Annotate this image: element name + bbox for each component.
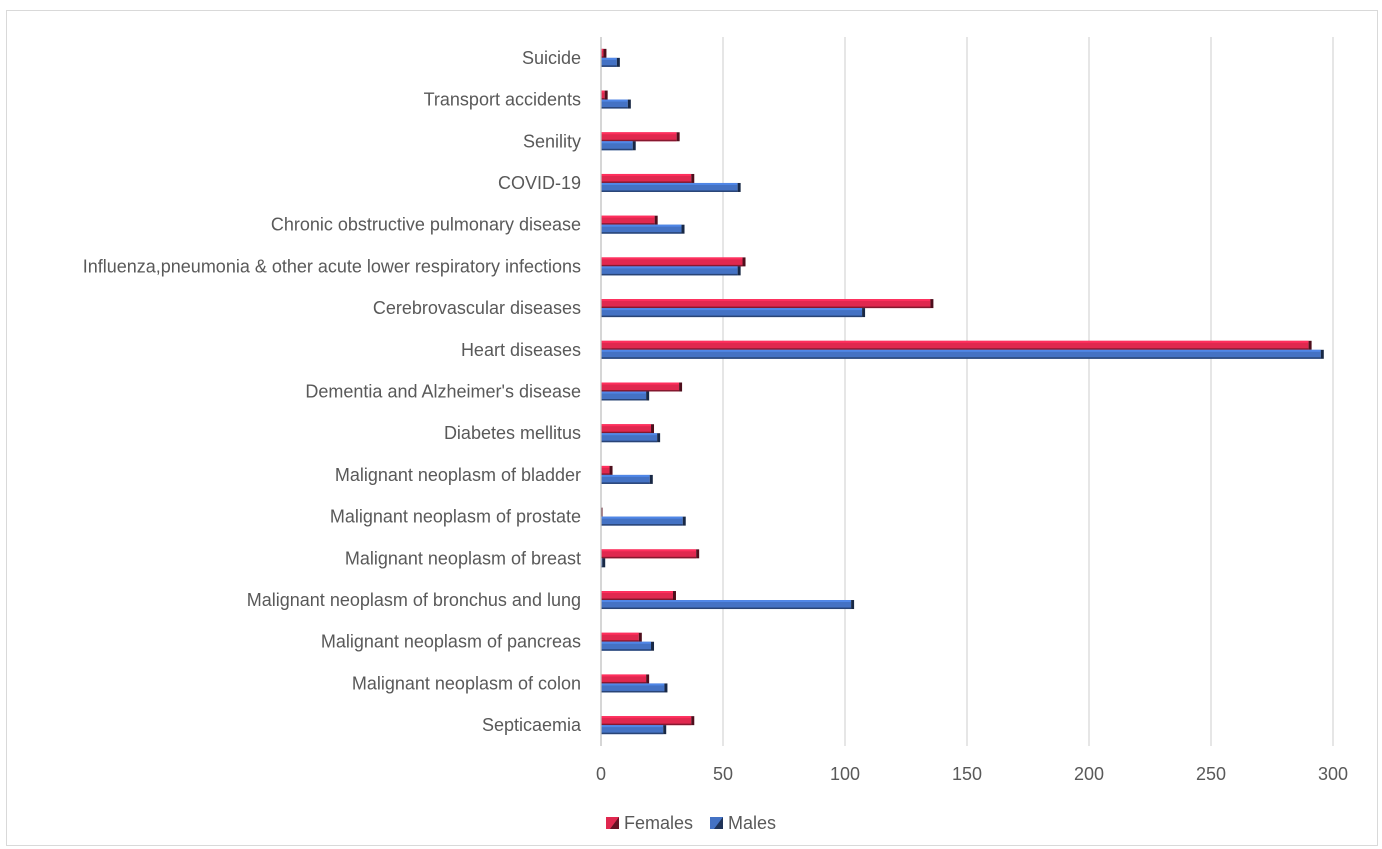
bar-males bbox=[601, 600, 855, 610]
bar-females bbox=[601, 465, 613, 475]
x-tick-label: 150 bbox=[952, 764, 982, 784]
bar-females bbox=[601, 215, 658, 225]
bar-females bbox=[601, 299, 934, 309]
bar-females bbox=[601, 382, 683, 392]
legend-item-females[interactable]: Females bbox=[606, 813, 693, 833]
bar-males bbox=[601, 433, 661, 443]
bar-males bbox=[601, 308, 866, 318]
bar-females bbox=[601, 507, 603, 517]
category-label: Dementia and Alzheimer's disease bbox=[305, 382, 581, 402]
bar-females bbox=[601, 48, 607, 58]
bar-males bbox=[601, 516, 686, 526]
x-tick-label: 50 bbox=[713, 764, 733, 784]
bar-males bbox=[601, 683, 668, 693]
category-label: Influenza,pneumonia & other acute lower … bbox=[83, 256, 581, 276]
category-label: Suicide bbox=[522, 48, 581, 68]
legend-label: Males bbox=[728, 813, 776, 833]
category-label: Malignant neoplasm of bronchus and lung bbox=[247, 590, 581, 610]
category-labels: Suicide Transport accidents Senility COVID-… bbox=[83, 48, 582, 735]
x-tick-label: 100 bbox=[830, 764, 860, 784]
bar-females bbox=[601, 132, 680, 142]
category-label: Heart diseases bbox=[461, 340, 581, 360]
bar-males bbox=[601, 391, 650, 401]
bars bbox=[601, 48, 1324, 735]
category-label: Septicaemia bbox=[482, 715, 582, 735]
category-label: Diabetes mellitus bbox=[444, 423, 581, 443]
bar-females bbox=[601, 674, 650, 684]
legend-label: Females bbox=[624, 813, 693, 833]
bar-females bbox=[601, 716, 695, 726]
bar-females bbox=[601, 257, 746, 267]
bar-males bbox=[601, 266, 741, 276]
category-label: Malignant neoplasm of prostate bbox=[330, 507, 581, 527]
x-tick-label: 250 bbox=[1196, 764, 1226, 784]
x-tick-label: 300 bbox=[1318, 764, 1348, 784]
category-label: Malignant neoplasm of colon bbox=[352, 673, 581, 693]
legend[interactable]: Females Males bbox=[606, 813, 776, 833]
category-label: COVID-19 bbox=[498, 173, 581, 193]
category-label: Senility bbox=[523, 131, 581, 151]
bar-males bbox=[601, 474, 653, 484]
bar-males bbox=[601, 182, 741, 192]
bar-females bbox=[601, 340, 1312, 350]
x-tick-label: 0 bbox=[596, 764, 606, 784]
category-label: Malignant neoplasm of bladder bbox=[335, 465, 581, 485]
category-label: Chronic obstructive pulmonary disease bbox=[271, 215, 581, 235]
bar-females bbox=[601, 591, 676, 601]
bar-males bbox=[601, 224, 685, 234]
axis: 0 50 100 150 200 250 300 bbox=[596, 37, 1348, 784]
bar-females bbox=[601, 632, 642, 642]
bar-females bbox=[601, 90, 608, 100]
gridlines bbox=[722, 37, 1334, 746]
bar-males bbox=[601, 725, 667, 735]
bar-males bbox=[601, 641, 655, 651]
x-tick-label: 200 bbox=[1074, 764, 1104, 784]
category-label: Transport accidents bbox=[424, 90, 581, 110]
bar-females bbox=[601, 549, 700, 559]
bar-females bbox=[601, 173, 695, 183]
category-label: Cerebrovascular diseases bbox=[373, 298, 581, 318]
bar-males bbox=[601, 141, 636, 151]
category-label: Malignant neoplasm of breast bbox=[345, 548, 581, 568]
legend-item-males[interactable]: Males bbox=[710, 813, 776, 833]
bar-females bbox=[601, 424, 655, 434]
bar-males bbox=[601, 57, 620, 67]
chart-frame bbox=[6, 10, 1378, 846]
bar-males bbox=[601, 349, 1324, 359]
bar-males bbox=[601, 99, 631, 109]
category-label: Malignant neoplasm of pancreas bbox=[321, 632, 581, 652]
